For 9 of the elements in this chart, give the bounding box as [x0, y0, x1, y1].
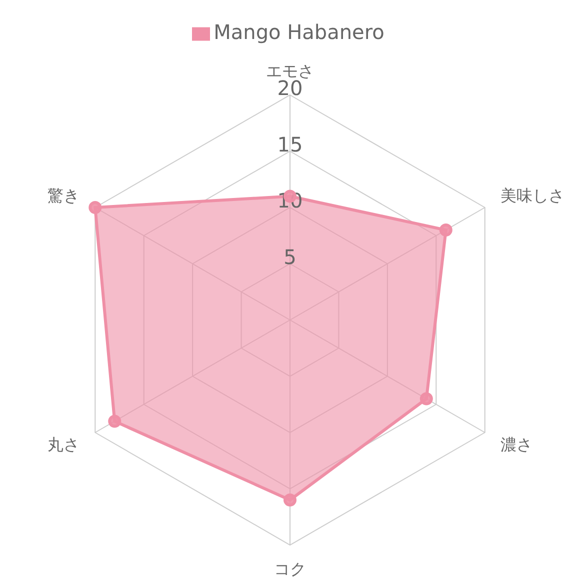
spoke-label: エモさ: [266, 62, 314, 80]
spoke-label: 丸さ: [48, 435, 80, 454]
spoke-label: コク: [274, 560, 306, 578]
y-tick-label: 15: [277, 132, 303, 156]
spoke-label: 美味しさ: [500, 186, 564, 205]
spoke-label: 驚き: [48, 186, 80, 205]
y-tick-label: 5: [284, 244, 296, 269]
legend-label: Mango Habanero: [214, 20, 384, 44]
spoke-label: 濃さ: [500, 435, 532, 454]
